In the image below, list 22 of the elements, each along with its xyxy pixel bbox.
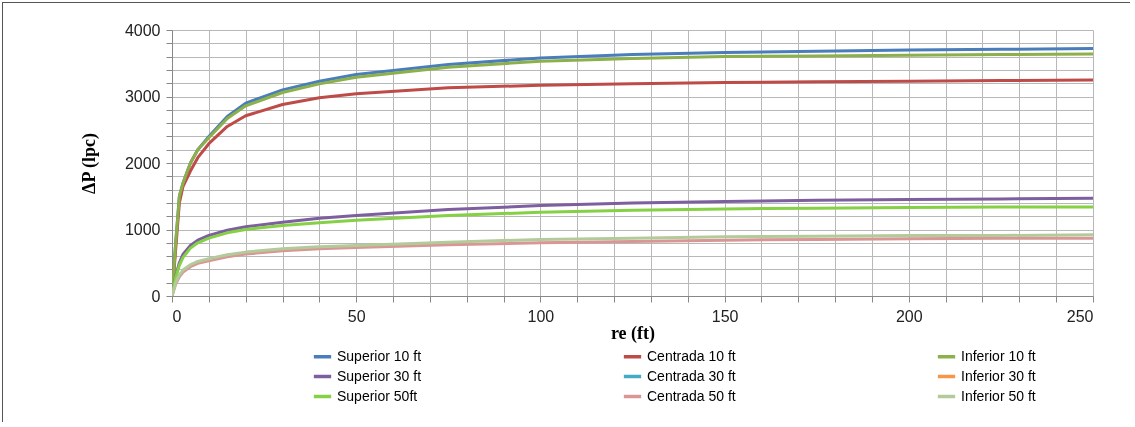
x-tick-label: 150: [711, 307, 739, 325]
x-tick-label: 250: [1066, 307, 1094, 325]
x-tick-label: 0: [172, 307, 182, 325]
legend-label: Centrada 50 ft: [647, 387, 736, 404]
x-tick-label: 50: [347, 307, 366, 325]
legend-label: Inferior 30 ft: [961, 367, 1036, 384]
y-tick-label: 1000: [124, 221, 161, 238]
x-axis-title: re (ft): [610, 322, 656, 344]
legend-label: Superior 30 ft: [337, 367, 422, 384]
legend-label: Inferior 10 ft: [961, 347, 1036, 364]
y-axis-title: ΔP (lpc): [78, 133, 100, 194]
legend-label: Inferior 50 ft: [961, 387, 1036, 404]
y-tick-label: 0: [151, 287, 161, 305]
legend-label: Centrada 30 ft: [647, 367, 736, 384]
y-tick-label: 2000: [124, 154, 161, 172]
legend-label: Centrada 10 ft: [647, 347, 736, 364]
legend-label: Superior 50ft: [337, 387, 418, 404]
x-tick-label: 100: [527, 307, 555, 325]
legend-label: Superior 10 ft: [337, 347, 422, 364]
x-tick-label: 200: [895, 307, 923, 325]
y-tick-label: 4000: [124, 21, 161, 39]
y-tick-label: 3000: [124, 88, 161, 105]
